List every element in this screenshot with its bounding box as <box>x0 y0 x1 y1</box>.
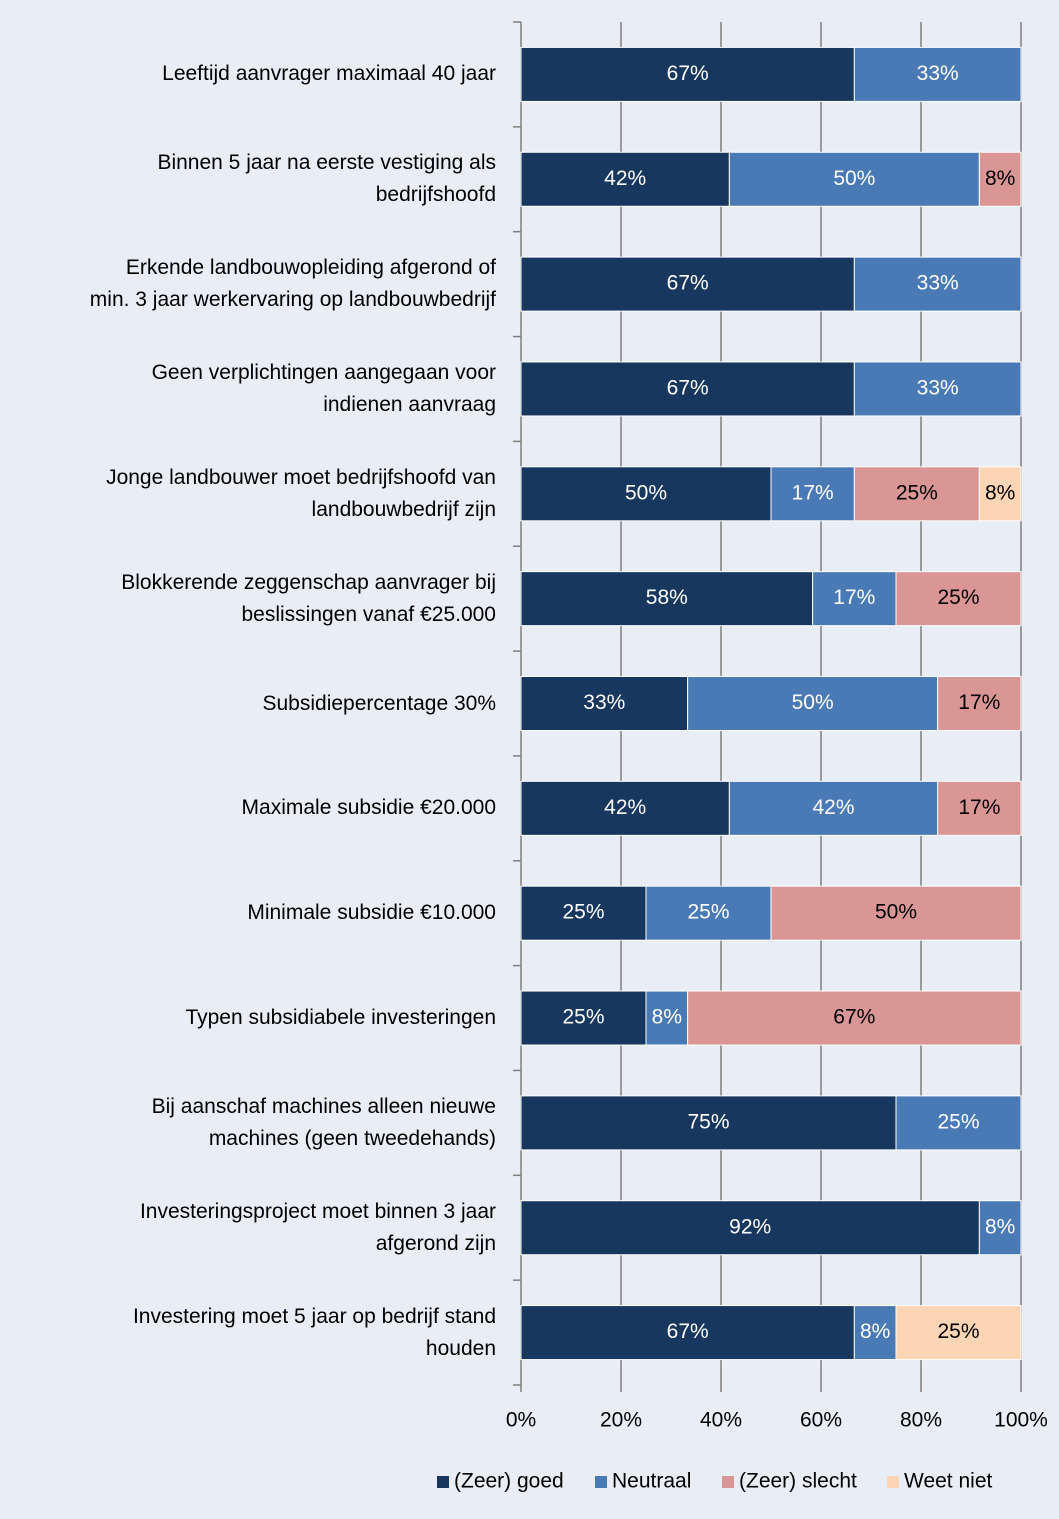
bar-segment <box>520 361 855 417</box>
data-label: 92% <box>729 1215 771 1238</box>
data-label: 25% <box>937 586 979 609</box>
data-label: 8% <box>985 167 1015 190</box>
bar-segment <box>978 1200 1022 1256</box>
data-label: 25% <box>896 481 938 504</box>
data-label: 67% <box>833 1006 875 1029</box>
legend-label: Weet niet <box>904 1470 992 1493</box>
bar-segment <box>728 151 980 207</box>
y-tick-label: Geen verplichtingen aangegaan voor indie… <box>151 360 496 416</box>
data-label: 50% <box>625 481 667 504</box>
bar-segment <box>895 1305 1022 1361</box>
data-label: 50% <box>875 901 917 924</box>
bar-segment <box>978 466 1022 522</box>
y-tick-label: Bij aanschaf machines alleen nieuwe mach… <box>151 1094 496 1150</box>
data-label: 17% <box>958 796 1000 819</box>
y-tick-label: Subsidiepercentage 30% <box>262 691 496 715</box>
data-label: 33% <box>917 377 959 400</box>
x-tick-label: 40% <box>700 1409 742 1432</box>
data-label: 25% <box>937 1110 979 1133</box>
data-label: 8% <box>652 1006 682 1029</box>
legend-swatch <box>887 1476 899 1488</box>
y-tick-label: Erkende landbouwopleiding afgerond of mi… <box>89 256 496 312</box>
bar-segment <box>520 151 730 207</box>
legend-swatch <box>437 1476 449 1488</box>
legend-label: Neutraal <box>612 1470 691 1493</box>
data-label: 50% <box>792 691 834 714</box>
data-label: 42% <box>813 796 855 819</box>
y-tick-label: Blokkerende zeggenschap aanvrager bij be… <box>121 570 496 626</box>
data-label: 17% <box>833 586 875 609</box>
bar-segment <box>853 466 980 522</box>
legend-swatch <box>722 1476 734 1488</box>
y-tick-label: Jonge landbouwer moet bedrijfshoofd van … <box>106 465 496 521</box>
legend-label: (Zeer) goed <box>454 1470 564 1493</box>
legend-swatch <box>595 1476 607 1488</box>
data-label: 25% <box>937 1320 979 1343</box>
data-label: 25% <box>687 901 729 924</box>
bar-segment <box>853 1305 897 1361</box>
y-tick-label: Maximale subsidie €20.000 <box>241 796 496 820</box>
data-label: 50% <box>833 167 875 190</box>
data-label: 17% <box>792 481 834 504</box>
y-tick-label: Investering moet 5 jaar op bedrijf stand… <box>132 1304 496 1360</box>
data-label: 75% <box>687 1110 729 1133</box>
bar-segment <box>520 885 647 941</box>
bar-segment <box>520 1200 980 1256</box>
bar-segment <box>937 780 1022 836</box>
data-label: 33% <box>917 272 959 295</box>
y-tick-label: Leeftijd aanvrager maximaal 40 jaar <box>162 62 496 86</box>
data-label: 67% <box>667 1320 709 1343</box>
data-label: 67% <box>667 377 709 400</box>
bar-segment <box>520 571 814 627</box>
bar-segment <box>728 780 939 836</box>
bar-segment <box>937 676 1022 731</box>
bar-segment <box>520 1095 897 1151</box>
data-label: 42% <box>604 796 646 819</box>
bar-segment <box>520 466 772 522</box>
bar-segment <box>687 990 1022 1046</box>
bar-segment <box>812 571 897 627</box>
y-tick-label: Investeringsproject moet binnen 3 jaar a… <box>139 1199 496 1255</box>
bar-segment <box>895 571 1022 627</box>
data-label: 25% <box>562 1006 604 1029</box>
bar-segment <box>520 676 689 731</box>
bar-segment <box>853 46 1022 102</box>
bar-segment <box>853 256 1022 312</box>
data-label: 17% <box>958 691 1000 714</box>
y-tick-label: Binnen 5 jaar na eerste vestiging als be… <box>157 151 496 207</box>
bar-segment <box>895 1095 1022 1151</box>
bar-segment <box>520 46 855 102</box>
bar-segment <box>520 256 855 312</box>
data-label: 8% <box>985 1215 1015 1238</box>
bar-segment <box>978 151 1022 207</box>
y-tick-label: Typen subsidiabele investeringen <box>185 1006 496 1030</box>
x-tick-label: 60% <box>800 1409 842 1432</box>
data-label: 8% <box>860 1320 890 1343</box>
data-label: 58% <box>646 586 688 609</box>
bar-segment <box>770 466 855 522</box>
x-tick-label: 80% <box>900 1409 942 1432</box>
data-label: 25% <box>562 901 604 924</box>
y-tick-label: Minimale subsidie €10.000 <box>247 901 496 925</box>
data-label: 42% <box>604 167 646 190</box>
data-label: 33% <box>917 62 959 85</box>
data-label: 8% <box>985 481 1015 504</box>
x-tick-label: 100% <box>994 1409 1048 1432</box>
bar-segment <box>520 1305 855 1361</box>
bar-segment <box>853 361 1022 417</box>
data-label: 67% <box>667 272 709 295</box>
legend-label: (Zeer) slecht <box>739 1470 857 1493</box>
data-label: 33% <box>583 691 625 714</box>
bar-segment <box>770 885 1022 941</box>
x-tick-label: 0% <box>506 1409 536 1432</box>
data-label: 67% <box>667 62 709 85</box>
x-tick-label: 20% <box>600 1409 642 1432</box>
